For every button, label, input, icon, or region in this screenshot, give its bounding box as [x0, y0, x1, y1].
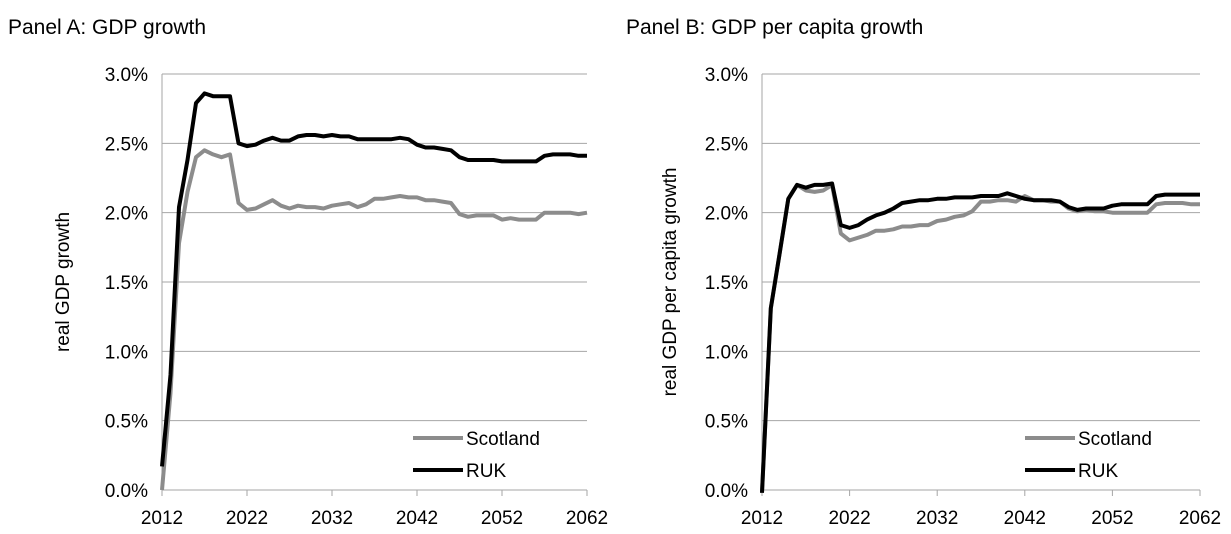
y-tick-label: 1.5% — [705, 273, 748, 294]
x-tick-label: 2022 — [226, 508, 268, 529]
panel-a: Panel A: GDP growth 0.0% 0.5% 1.0% 1.5% 2.0%… — [0, 0, 612, 534]
y-tick-label: 2.0% — [705, 204, 748, 225]
series-line-ruk — [160, 91, 587, 467]
x-tick-label: 2042 — [396, 508, 438, 529]
y-tick-label: 0.5% — [105, 412, 148, 433]
x-tick-label: 2062 — [1179, 508, 1221, 529]
y-axis-label: real GDP growth — [53, 212, 74, 352]
y-tick-label: 2.5% — [705, 134, 748, 155]
legend-label-scotland: Scotland — [1078, 429, 1152, 450]
series-line-ruk — [760, 181, 1200, 493]
y-tick-label: 0.5% — [705, 412, 748, 433]
panel-b-title: Panel B: GDP per capita growth — [626, 16, 924, 39]
legend-label-scotland: Scotland — [466, 429, 540, 450]
legend-label-ruk: RUK — [1078, 461, 1118, 482]
y-tick-label: 1.5% — [105, 273, 148, 294]
y-tick-label: 3.0% — [705, 65, 748, 86]
panel-a-title: Panel A: GDP growth — [8, 16, 207, 39]
y-tick-label: 0.0% — [705, 481, 748, 502]
y-axis-label: real GDP per capita growth — [660, 168, 681, 397]
panel-b-chart: 0.0% 0.5% 1.0% 1.5% 2.0% 2.5% 3.0% 2012 2022 2032… — [660, 65, 1221, 529]
y-tick-label: 1.0% — [705, 342, 748, 363]
y-tick-label: 2.0% — [105, 204, 148, 225]
x-tick-label: 2062 — [566, 508, 608, 529]
y-tick-label: 2.5% — [105, 134, 148, 155]
x-tick-label: 2042 — [1004, 508, 1046, 529]
panel-b: Panel B: GDP per capita growth 0.0% 0.5% 1… — [618, 0, 1230, 534]
y-tick-label: 1.0% — [105, 342, 148, 363]
series-line-scotland — [160, 148, 588, 491]
x-tick-label: 2032 — [916, 508, 958, 529]
x-tick-label: 2032 — [311, 508, 353, 529]
y-tick-label: 0.0% — [105, 481, 148, 502]
x-tick-label: 2052 — [481, 508, 523, 529]
panel-a-chart: 0.0% 0.5% 1.0% 1.5% 2.0% 2.5% 3.0% 2012 2022 2032… — [53, 65, 608, 529]
x-tick-label: 2012 — [141, 508, 183, 529]
x-tick-label: 2052 — [1091, 508, 1133, 529]
x-tick-label: 2022 — [828, 508, 870, 529]
legend-label-ruk: RUK — [466, 461, 506, 482]
y-tick-label: 3.0% — [105, 65, 148, 86]
x-tick-label: 2012 — [741, 508, 783, 529]
